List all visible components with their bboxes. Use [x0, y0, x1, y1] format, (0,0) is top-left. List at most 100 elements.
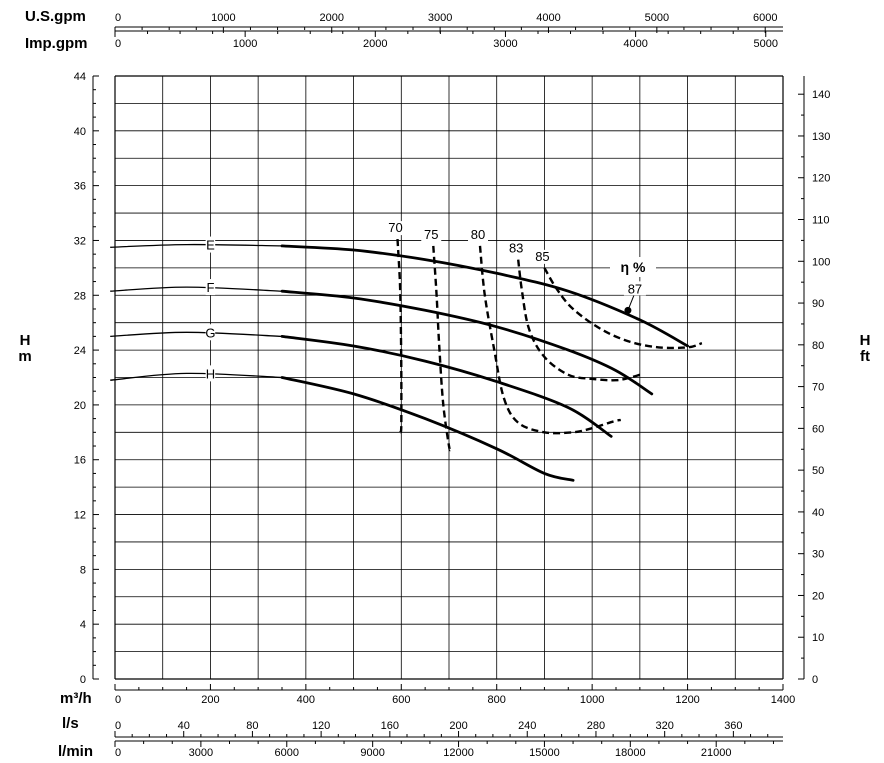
best-efficiency-label: 87 [628, 281, 642, 296]
m3h-tick-label: 1400 [771, 694, 795, 706]
right-tick-label: 70 [812, 382, 824, 394]
head-curve-g [280, 335, 613, 438]
left-axis-title-bottom: m [18, 348, 31, 365]
right-axis-title-top: H [860, 332, 871, 349]
left-tick-label: 8 [80, 564, 86, 576]
usgpm-tick-label: 2000 [319, 12, 343, 24]
efficiency-label-bg [468, 227, 489, 242]
best-efficiency-label-bg [623, 281, 646, 296]
m3h-tick-label: 800 [488, 694, 506, 706]
efficiency-label-bg [421, 227, 442, 242]
efficiency-label-bg [532, 249, 553, 264]
impgpm-axis-title: Imp.gpm [25, 35, 88, 52]
right-tick-label: 130 [812, 131, 830, 143]
usgpm-tick-label: 1000 [211, 12, 235, 24]
left-tick-label: 40 [74, 126, 86, 138]
curve-label-e: E [206, 238, 215, 253]
efficiency-curve-80 [478, 245, 621, 435]
lmin-tick-label: 0 [115, 747, 121, 759]
efficiency-label-bg [506, 241, 527, 256]
bottom-axes: 0 200 400 600 800 1000 1200 1400 m³/h 0 40 80 120 160… [58, 684, 795, 760]
right-tick-label: 110 [812, 215, 830, 227]
lmin-tick-label: 6000 [275, 747, 299, 759]
curve-label-bg [205, 279, 216, 296]
right-tick-label: 20 [812, 590, 824, 602]
ls-tick-label: 360 [724, 720, 742, 732]
impgpm-tick-label: 4000 [623, 38, 647, 50]
lmin-tick-label: 9000 [360, 747, 384, 759]
m3h-tick-label: 400 [297, 694, 315, 706]
m3h-axis-title: m³/h [60, 690, 92, 707]
lmin-tick-label: 3000 [189, 747, 213, 759]
ls-tick-label: 200 [449, 720, 467, 732]
left-tick-label: 28 [74, 290, 86, 302]
curve-label-bg [205, 324, 216, 341]
impgpm-tick-label: 5000 [754, 38, 778, 50]
efficiency-label-85: 85 [535, 249, 549, 264]
left-tick-label: 32 [74, 235, 86, 247]
impgpm-tick-label: 3000 [493, 38, 517, 50]
ls-tick-label: 280 [587, 720, 605, 732]
m3h-tick-label: 0 [115, 694, 121, 706]
head-curve-f [280, 289, 654, 396]
usgpm-tick-label: 0 [115, 12, 121, 24]
left-tick-label: 20 [74, 400, 86, 412]
right-tick-label: 60 [812, 423, 824, 435]
ls-tick-label: 120 [312, 720, 330, 732]
top-axes: 0 1000 2000 3000 4000 5000 6000 U.S.gpm 0 1000 200… [25, 8, 783, 52]
usgpm-tick-label: 4000 [536, 12, 560, 24]
left-tick-label: 24 [74, 345, 86, 357]
head-curves [110, 243, 689, 482]
usgpm-tick-label: 6000 [753, 12, 777, 24]
right-tick-label: 120 [812, 173, 830, 185]
efficiency-label-70: 70 [388, 220, 402, 235]
curve-label-bg [205, 236, 216, 253]
lmin-tick-label: 18000 [615, 747, 646, 759]
right-axis: 0 10 20 30 40 50 60 70 80 90 100 110 120 130 140 Hft [798, 76, 870, 686]
right-tick-label: 140 [812, 89, 830, 101]
m3h-tick-label: 1000 [580, 694, 604, 706]
efficiency-title-bg [610, 257, 656, 277]
left-tick-label: 0 [80, 674, 86, 686]
lmin-tick-label: 12000 [443, 747, 474, 759]
head-curve-e [280, 244, 689, 348]
usgpm-axis-title: U.S.gpm [25, 8, 86, 25]
m3h-tick-label: 600 [392, 694, 410, 706]
efficiency-curve-85 [543, 267, 703, 350]
lmin-tick-label: 15000 [529, 747, 560, 759]
m3h-tick-label: 1200 [675, 694, 699, 706]
right-tick-label: 30 [812, 549, 824, 561]
left-axis: 0 4 8 12 16 20 24 28 32 36 40 44 Hm [18, 71, 99, 686]
left-tick-label: 36 [74, 181, 86, 193]
curve-label-f: F [206, 280, 214, 295]
efficiency-label-83: 83 [509, 241, 523, 256]
curve-label-h: H [206, 366, 215, 381]
right-tick-label: 80 [812, 340, 824, 352]
head-curve-g-shutoff [110, 331, 283, 338]
ls-tick-label: 240 [518, 720, 536, 732]
head-curve-f-shutoff [110, 286, 283, 292]
usgpm-tick-label: 3000 [428, 12, 452, 24]
efficiency-curve-75 [432, 245, 452, 452]
lmin-tick-label: 21000 [701, 747, 732, 759]
impgpm-tick-label: 2000 [363, 38, 387, 50]
right-tick-label: 100 [812, 256, 830, 268]
ls-tick-label: 320 [655, 720, 673, 732]
left-tick-label: 4 [80, 619, 86, 631]
impgpm-tick-label: 0 [115, 38, 121, 50]
ls-tick-label: 40 [178, 720, 190, 732]
ls-tick-label: 160 [381, 720, 399, 732]
head-curve-e-shutoff [110, 243, 283, 248]
ls-tick-label: 80 [246, 720, 258, 732]
head-curve-h [280, 376, 575, 482]
impgpm-tick-label: 1000 [233, 38, 257, 50]
head-curve-h-shutoff [110, 372, 283, 381]
right-tick-label: 10 [812, 632, 824, 644]
curve-labels: E F G H 70 75 80 83 85 η % 87 [205, 220, 656, 382]
m3h-tick-label: 200 [201, 694, 219, 706]
efficiency-label-80: 80 [471, 227, 485, 242]
right-tick-label: 90 [812, 298, 824, 310]
left-tick-label: 16 [74, 455, 86, 467]
left-tick-label: 12 [74, 510, 86, 522]
